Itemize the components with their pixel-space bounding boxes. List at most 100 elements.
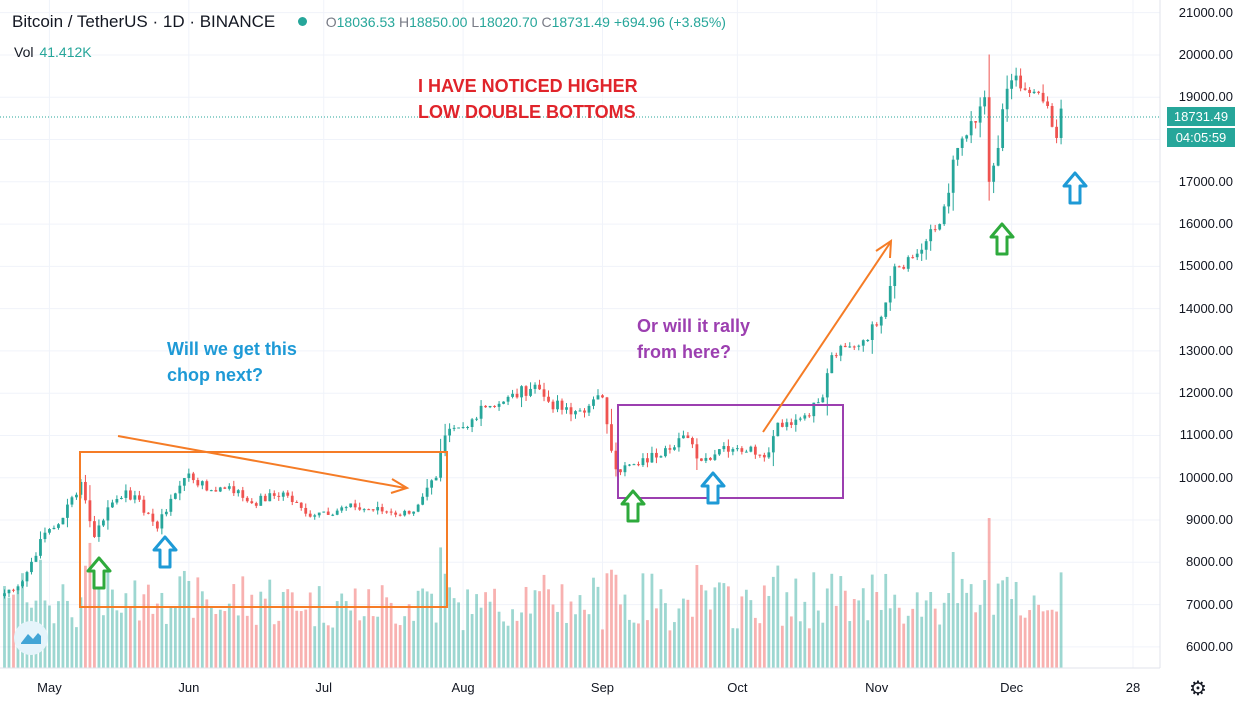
candle-body: [978, 106, 982, 123]
volume-bar: [367, 589, 371, 668]
volume-bar: [664, 603, 667, 668]
candle-body: [713, 454, 717, 460]
volume-bar: [218, 609, 222, 668]
volume-bars: [3, 518, 1063, 668]
volume-bar: [434, 622, 438, 668]
candle-body: [200, 481, 204, 486]
candle-body: [146, 512, 150, 514]
candle-body: [425, 487, 429, 497]
annotation-higher-lows: I HAVE NOTICED HIGHER LOW DOUBLE BOTTOMS: [418, 76, 638, 122]
chart-grid: [0, 0, 1160, 668]
candle-body: [439, 451, 443, 478]
volume-bar: [48, 605, 51, 668]
volume-bar: [938, 624, 942, 668]
volume-bar: [128, 607, 132, 668]
volume-bar: [75, 627, 78, 668]
candle-body: [983, 97, 987, 107]
candle-body: [789, 422, 793, 425]
volume-bar: [84, 565, 87, 668]
candle-body: [691, 438, 694, 445]
candle-body: [434, 477, 438, 481]
volume-bar: [475, 594, 478, 668]
candle-body: [556, 400, 559, 410]
volume-bar: [700, 584, 703, 668]
volume-bar: [578, 595, 582, 668]
volume-bar: [511, 609, 514, 668]
volume-bar: [133, 580, 137, 668]
symbol-title[interactable]: Bitcoin / TetherUS · 1D · BINANCE: [12, 12, 276, 31]
volume-bar: [965, 592, 969, 668]
candle-body: [169, 498, 173, 512]
candle-body: [700, 458, 703, 461]
volume-bar: [1028, 610, 1032, 668]
candle-body: [93, 521, 96, 537]
candle-body: [812, 402, 816, 417]
volume-bar: [12, 594, 15, 668]
volume-bar: [209, 607, 213, 668]
annotation-rally-question: Or will it rally from here?: [637, 316, 751, 362]
candle-body: [452, 427, 456, 429]
candle-body: [875, 324, 879, 326]
volume-bar: [308, 592, 312, 668]
volume-bar: [272, 624, 276, 668]
time-tick-label: Jul: [315, 680, 333, 695]
volume-bar: [57, 601, 60, 668]
candle-body: [677, 438, 681, 448]
up-arrow-marker: [989, 222, 1015, 256]
candle-body: [358, 507, 362, 510]
volume-bar: [21, 573, 24, 668]
candle-body: [574, 411, 577, 415]
volume-bar: [421, 588, 425, 668]
volume-bar: [358, 620, 362, 668]
time-tick-label: 28: [1125, 680, 1141, 695]
up-arrow-marker: [86, 556, 112, 590]
ohlc-values: O18036.53 H18850.00 L18020.70 C18731.49 …: [325, 14, 726, 30]
candle-body: [39, 539, 42, 556]
candle-body: [497, 403, 501, 407]
volume-bar: [695, 564, 699, 668]
volume-bar: [452, 598, 456, 668]
downtrend-arrow-line: [117, 435, 406, 489]
volume-bar: [771, 576, 775, 668]
volume-bar: [115, 610, 119, 668]
candle-body: [704, 457, 708, 461]
time-tick-label: May: [37, 680, 62, 695]
price-tick-label: 13000.00: [1178, 342, 1233, 358]
candle-body: [771, 436, 775, 453]
candle-body: [848, 346, 852, 348]
candle-body: [843, 345, 847, 348]
candle-body: [542, 389, 546, 397]
candle-body: [448, 428, 452, 436]
volume-bar: [164, 623, 168, 668]
candle-body: [407, 510, 411, 514]
volume-bar: [533, 590, 537, 668]
volume-bar: [236, 615, 240, 668]
volume-bar: [628, 619, 631, 668]
volume-bar: [623, 594, 627, 668]
candle-body: [151, 513, 155, 522]
chop-range-box: [79, 451, 448, 608]
volume-bar: [7, 597, 11, 668]
volume-bar: [232, 584, 236, 668]
volume-bar: [749, 600, 753, 668]
price-tick-label: 14000.00: [1178, 300, 1233, 316]
volume-bar: [466, 589, 469, 668]
candle-body: [731, 449, 735, 452]
candle-body: [488, 405, 492, 408]
volume-bar: [691, 616, 694, 668]
volume-bar: [335, 601, 339, 668]
candlestick-series: [3, 54, 1063, 599]
candle-body: [592, 399, 595, 406]
tradingview-logo-icon[interactable]: [14, 621, 48, 655]
volume-bar: [547, 589, 550, 668]
volume-bar: [155, 603, 159, 668]
candle-body: [929, 229, 933, 242]
candle-body: [628, 464, 631, 466]
volume-bar: [848, 621, 852, 668]
volume-bar: [780, 625, 784, 668]
candle-body: [610, 424, 613, 451]
gear-icon[interactable]: ⚙: [1189, 678, 1207, 700]
candle-body: [12, 589, 15, 591]
candle-body: [120, 497, 123, 500]
